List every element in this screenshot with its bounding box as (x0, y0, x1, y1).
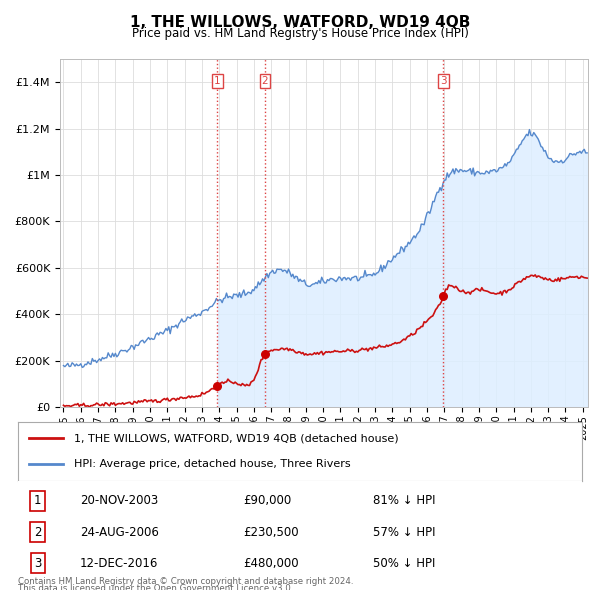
Text: 2: 2 (34, 526, 41, 539)
Text: Price paid vs. HM Land Registry's House Price Index (HPI): Price paid vs. HM Land Registry's House … (131, 27, 469, 40)
Text: £90,000: £90,000 (244, 494, 292, 507)
Text: 1, THE WILLOWS, WATFORD, WD19 4QB (detached house): 1, THE WILLOWS, WATFORD, WD19 4QB (detac… (74, 434, 399, 443)
Text: 12-DEC-2016: 12-DEC-2016 (80, 556, 158, 570)
Text: 3: 3 (440, 76, 447, 86)
Text: 81% ↓ HPI: 81% ↓ HPI (373, 494, 436, 507)
Point (439, 291, 448, 300)
Text: 1, THE WILLOWS, WATFORD, WD19 4QB: 1, THE WILLOWS, WATFORD, WD19 4QB (130, 15, 470, 30)
Text: £230,500: £230,500 (244, 526, 299, 539)
Text: £480,000: £480,000 (244, 556, 299, 570)
Text: 50% ↓ HPI: 50% ↓ HPI (373, 556, 436, 570)
Text: 57% ↓ HPI: 57% ↓ HPI (373, 526, 436, 539)
Text: 1: 1 (34, 494, 41, 507)
Text: 2: 2 (262, 76, 268, 86)
Text: Contains HM Land Registry data © Crown copyright and database right 2024.: Contains HM Land Registry data © Crown c… (18, 577, 353, 586)
Point (260, 349, 270, 358)
Text: HPI: Average price, detached house, Three Rivers: HPI: Average price, detached house, Thre… (74, 460, 351, 469)
Text: 3: 3 (34, 556, 41, 570)
Text: This data is licensed under the Open Government Licence v3.0.: This data is licensed under the Open Gov… (18, 584, 293, 590)
Text: 1: 1 (214, 76, 221, 86)
Text: 24-AUG-2006: 24-AUG-2006 (80, 526, 159, 539)
Text: 20-NOV-2003: 20-NOV-2003 (80, 494, 158, 507)
Point (212, 382, 222, 391)
